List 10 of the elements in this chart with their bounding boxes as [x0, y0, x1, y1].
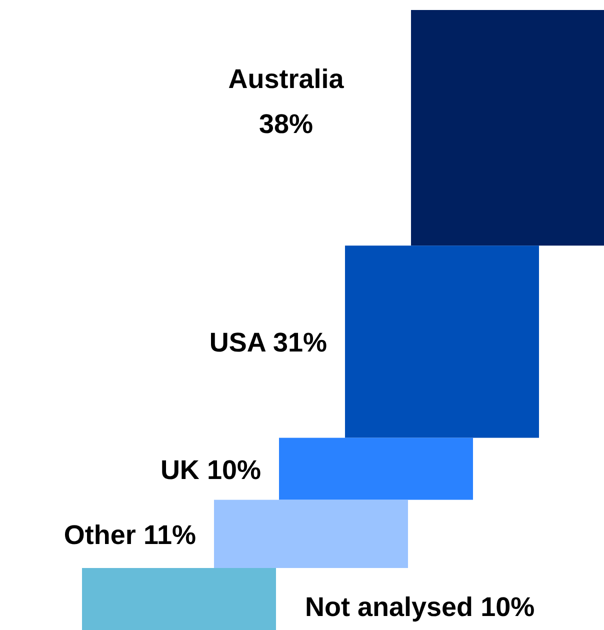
data-label: 38%	[258, 108, 314, 139]
category-label: Other	[64, 520, 136, 550]
category-label: Australia	[228, 64, 345, 94]
data-label: 10%	[480, 592, 535, 622]
category-label: UK	[160, 454, 200, 485]
data-label: 10%	[206, 454, 261, 485]
category-label: Not analysed	[305, 592, 474, 622]
data-label: 11%	[143, 520, 196, 550]
data-label: 31%	[272, 328, 327, 358]
category-label: USA	[209, 328, 266, 358]
